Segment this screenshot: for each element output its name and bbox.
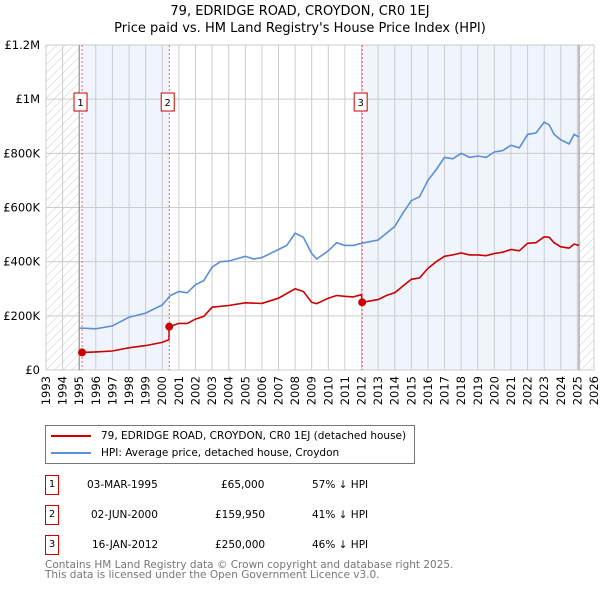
x-tick-label: 2006 xyxy=(255,376,269,405)
transaction-price: £159,950 xyxy=(215,509,266,521)
transaction-hpi: 46% ↓ HPI xyxy=(312,539,369,551)
transaction-hpi: 57% ↓ HPI xyxy=(312,479,369,491)
x-tick-label: 1996 xyxy=(89,376,103,405)
x-tick-label: 2017 xyxy=(438,376,452,405)
sale-point xyxy=(358,298,367,307)
transaction-price: £250,000 xyxy=(215,539,266,551)
transaction-row: 2 02-JUN-2000 £159,950 41% ↓ HPI xyxy=(45,505,455,527)
chart-title-line2: Price paid vs. HM Land Registry's House … xyxy=(114,21,486,36)
x-tick-label: 2021 xyxy=(504,376,518,405)
x-tick-label: 2002 xyxy=(188,376,202,405)
x-tick-label: 2019 xyxy=(471,376,485,405)
x-tick-label: 2007 xyxy=(271,376,285,405)
transaction-date: 16-JAN-2012 xyxy=(92,539,159,551)
x-tick-label: 2018 xyxy=(454,376,468,405)
x-tick-label: 2024 xyxy=(554,376,568,405)
x-tick-label: 2005 xyxy=(238,376,252,405)
x-tick-label: 2022 xyxy=(521,376,535,405)
sale-point xyxy=(165,322,174,331)
y-tick-label: £800K xyxy=(3,146,40,160)
footer-copyright: Contains HM Land Registry data © Crown c… xyxy=(45,559,454,571)
transaction-date: 03-MAR-1995 xyxy=(87,479,158,491)
x-tick-label: 2014 xyxy=(388,376,402,405)
legend-swatch-property xyxy=(51,435,91,437)
property-price-line xyxy=(81,235,580,354)
x-tick-label: 2009 xyxy=(305,376,319,405)
x-tick-label: 2013 xyxy=(371,376,385,405)
chart-title-line1: 79, EDRIDGE ROAD, CROYDON, CR0 1EJ xyxy=(170,4,430,19)
legend: 79, EDRIDGE ROAD, CROYDON, CR0 1EJ (deta… xyxy=(45,425,415,464)
x-tick-label: 1995 xyxy=(72,376,86,405)
sale-badge xyxy=(73,92,88,112)
footer: Contains HM Land Registry data © Crown c… xyxy=(45,559,454,581)
footer-licence: This data is licensed under the Open Gov… xyxy=(45,569,380,581)
x-tick-label: 2008 xyxy=(288,376,302,405)
transaction-badge: 1 xyxy=(45,475,59,495)
x-tick-label: 2003 xyxy=(205,376,219,405)
legend-label-hpi: HPI: Average price, detached house, Croy… xyxy=(101,447,340,459)
x-tick-label: 2010 xyxy=(321,376,335,405)
x-tick-label: 2001 xyxy=(172,376,186,405)
transaction-hpi: 41% ↓ HPI xyxy=(312,509,369,521)
hpi-line xyxy=(79,121,580,330)
transaction-price: £65,000 xyxy=(221,479,265,491)
x-tick-label: 2011 xyxy=(338,376,352,405)
x-tick-label: 1999 xyxy=(139,376,153,405)
sale-badge-label: 3 xyxy=(357,98,363,109)
x-tick-label: 2025 xyxy=(570,376,584,405)
x-tick-label: 2016 xyxy=(421,376,435,405)
x-tick-label: 2004 xyxy=(222,376,236,405)
transaction-badge: 3 xyxy=(45,535,59,555)
x-tick-label: 2020 xyxy=(487,376,501,405)
x-tick-label: 2026 xyxy=(587,376,600,405)
x-tick-label: 2012 xyxy=(355,376,369,405)
transaction-date: 02-JUN-2000 xyxy=(91,509,158,521)
x-tick-label: 2015 xyxy=(404,376,418,405)
legend-label-property: 79, EDRIDGE ROAD, CROYDON, CR0 1EJ (deta… xyxy=(101,430,407,442)
x-tick-label: 1998 xyxy=(122,376,136,405)
legend-swatch-hpi xyxy=(51,452,91,454)
x-tick-label: 2023 xyxy=(537,376,551,405)
y-tick-label: £1.2M xyxy=(4,38,40,52)
y-tick-label: £400K xyxy=(3,255,40,269)
x-tick-label: 1994 xyxy=(56,376,70,405)
y-tick-label: £600K xyxy=(3,201,40,215)
x-tick-label: 1997 xyxy=(105,376,119,405)
sale-badge-label: 1 xyxy=(77,98,83,109)
y-tick-label: £0 xyxy=(25,363,40,377)
transaction-row: 3 16-JAN-2012 £250,000 46% ↓ HPI xyxy=(45,535,455,557)
x-tick-label: 2000 xyxy=(155,376,169,405)
sale-point xyxy=(78,348,87,357)
transaction-badge: 2 xyxy=(45,505,59,525)
transaction-row: 1 03-MAR-1995 £65,000 57% ↓ HPI xyxy=(45,475,455,497)
y-tick-label: £200K xyxy=(3,309,40,323)
x-tick-label: 1993 xyxy=(39,376,53,405)
sale-badge-label: 2 xyxy=(165,98,171,109)
y-tick-label: £1M xyxy=(15,92,40,106)
sale-badge xyxy=(160,92,175,112)
sale-badge xyxy=(353,92,368,112)
